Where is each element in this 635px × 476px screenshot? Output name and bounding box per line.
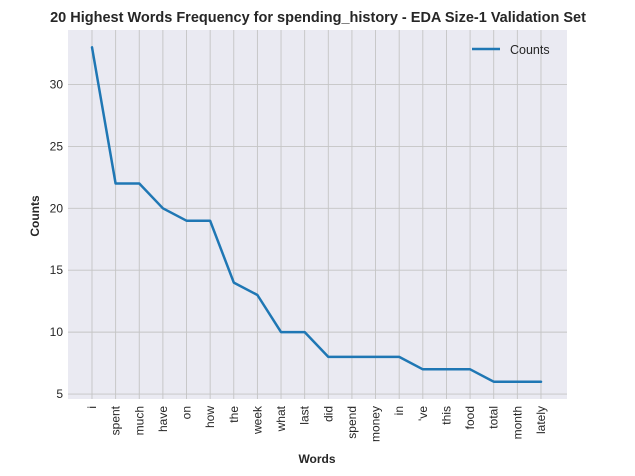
x-tick-label: total xyxy=(487,406,501,429)
y-tick-label: 20 xyxy=(50,201,64,215)
x-tick-label: on xyxy=(180,406,194,419)
x-tick-label: week xyxy=(250,405,264,435)
x-tick-label: spend xyxy=(345,406,359,439)
x-tick-label: food xyxy=(463,406,477,429)
grid-lines xyxy=(68,30,567,399)
x-tick-label: i xyxy=(85,406,99,409)
x-tick-label: money xyxy=(369,406,383,442)
y-tick-label: 15 xyxy=(50,263,64,277)
y-tick-label: 10 xyxy=(50,325,64,339)
y-axis-label: Counts xyxy=(28,195,42,237)
x-tick-label: last xyxy=(298,405,312,424)
x-tick-label: have xyxy=(156,406,170,432)
x-tick-label: this xyxy=(439,406,453,425)
y-tick-label: 25 xyxy=(50,139,64,153)
x-tick-label: the xyxy=(227,406,241,423)
x-tick-label: how xyxy=(203,406,217,428)
x-tick-label: what xyxy=(274,405,288,432)
x-tick-label: much xyxy=(132,406,146,435)
x-tick-label: lately xyxy=(534,406,548,434)
series-line-counts xyxy=(90,46,543,383)
x-axis-label: Words xyxy=(298,452,335,466)
y-tick-label: 30 xyxy=(50,77,64,91)
x-axis-ticks: i spent much have on how the week what last did spe… xyxy=(85,405,548,442)
x-tick-label: 've xyxy=(416,406,430,421)
legend-label-counts: Counts xyxy=(510,43,550,57)
chart-title: 20 Highest Words Frequency for spending_… xyxy=(50,10,586,26)
x-tick-label: in xyxy=(392,406,406,415)
x-tick-label: month xyxy=(510,406,524,439)
legend: Counts xyxy=(472,43,550,57)
x-tick-label: did xyxy=(321,406,335,422)
series-layer xyxy=(90,46,543,383)
plot-area xyxy=(68,30,567,399)
y-tick-label: 5 xyxy=(56,387,63,401)
y-axis-ticks: 5 10 15 20 25 30 xyxy=(50,77,64,401)
x-tick-label: spent xyxy=(109,405,123,435)
